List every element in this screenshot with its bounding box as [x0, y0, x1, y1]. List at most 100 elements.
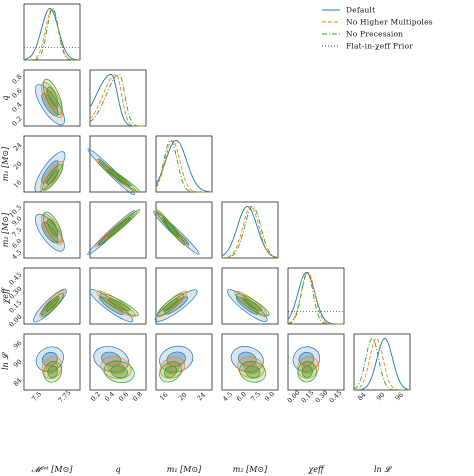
y-tick-m1-0: 16: [12, 178, 24, 190]
x-tick-m2-3: 9.0: [263, 390, 276, 403]
legend-label-1: No Higher Multipoles: [346, 18, 433, 27]
legend-label-2: No Precession: [346, 30, 403, 39]
contour-m1-lnl-2-1: [164, 365, 178, 378]
y-tick-q-3: 0.8: [10, 73, 23, 86]
x-tick-lnl-0: 84: [356, 391, 368, 403]
y-tick-m1-1: 20: [12, 160, 24, 172]
x-axis-label-m2: m₂ [M⊙]: [233, 465, 268, 474]
marginal-q-no-precession: [89, 74, 146, 127]
x-axis-label-m1: m₁ [M⊙]: [167, 465, 202, 474]
contour-m1-lnl-2-0: [159, 361, 182, 383]
panel-lnl-m1: [155, 333, 213, 391]
y-axis-label-q: q: [1, 95, 10, 100]
x-tick-m2-1: 6.0: [235, 390, 248, 403]
x-tick-m1-2: 24: [196, 391, 208, 403]
panel-chi-m2: [221, 267, 279, 325]
marginal-m2-no-higher-multipoles: [222, 206, 279, 259]
contour-q-m2-2-1: [107, 216, 132, 238]
panel-m2-m2: [221, 201, 279, 259]
y-tick-m1-2: 24: [12, 141, 24, 153]
panel-q-q: [89, 69, 147, 127]
panel-lnl-m2: [221, 333, 279, 391]
marginal-lnl-no-higher-multipoles: [353, 337, 410, 391]
contour-mc-m1-2-0: [42, 164, 64, 191]
y-axis-label-chi: χeff: [1, 287, 10, 305]
panel-mc-mc: [23, 3, 81, 61]
panel-lnl-chi: [287, 333, 345, 391]
marginal-lnl-default: [354, 338, 411, 391]
contour-q-lnl-0-1: [101, 351, 122, 367]
contour-q-lnl-2-1: [110, 365, 128, 379]
panel-lnl-mc: [23, 333, 81, 391]
contour-chi-lnl-2-1: [301, 365, 313, 378]
x-tick-m1-0: 16: [158, 391, 170, 403]
panel-m1-m1: [155, 135, 213, 193]
y-tick-lnl-0: 84: [12, 376, 24, 388]
x-axis-label-mc: 𝓜ᵈᵉᵗ [M⊙]: [32, 465, 74, 474]
contour-m2-chi-2-0: [235, 293, 270, 317]
x-tick-chi-3: 0.45: [328, 389, 344, 405]
y-tick-q-0: 0.2: [10, 115, 23, 128]
contour-mc-q-2-1: [47, 86, 59, 107]
contour-m1-chi-2-1: [162, 298, 179, 312]
y-axis-label-lnl: ln 𝓛: [1, 352, 10, 370]
contour-q-chi-2-0: [99, 293, 139, 317]
panel-chi-m1: [155, 267, 213, 325]
x-tick-lnl-1: 90: [375, 391, 387, 403]
marginal-m1-no-precession: [155, 140, 212, 193]
contour-q-m2-2-0: [98, 208, 141, 246]
marginal-mc-default: [23, 8, 80, 61]
marginal-mc-no-precession: [24, 7, 80, 61]
contour-mc-chi-1-0: [39, 290, 65, 318]
y-tick-q-2: 0.6: [10, 87, 23, 100]
x-tick-chi-2: 0.30: [314, 389, 330, 405]
panel-m2-mc: [23, 201, 81, 259]
y-tick-chi-0: 0.00: [8, 313, 24, 329]
marginal-chi-no-higher-multipoles: [287, 272, 344, 325]
contour-mc-lnl-0-0: [35, 346, 64, 372]
contour-mc-m2-2-1: [47, 218, 59, 237]
contour-m2-chi-2-1: [243, 298, 263, 312]
contour-mc-lnl-0-1: [41, 351, 58, 367]
contour-mc-m2-1-1: [45, 220, 59, 238]
contour-q-lnl-1-1: [107, 361, 125, 375]
legend: Default No Higher Multipoles No Precession…: [322, 6, 433, 51]
x-tick-q-0: 0.2: [89, 390, 102, 403]
contour-m1-lnl-1-0: [159, 356, 186, 379]
y-tick-lnl-1: 90: [12, 358, 24, 370]
contour-m2-lnl-1-1: [243, 361, 259, 374]
contour-q-m1-2-1: [107, 168, 132, 186]
panel-m1-mc: [23, 135, 81, 193]
x-axis-label-q: q: [115, 465, 120, 474]
panel-chi-chi: [287, 267, 345, 325]
contour-m1-lnl-0-1: [166, 351, 186, 367]
contour-m2-lnl-2-0: [239, 360, 267, 383]
contour-mc-m1-2-1: [46, 169, 59, 185]
panel-m1-q: [89, 135, 147, 193]
x-tick-q-3: 0.8: [131, 390, 144, 403]
panel-m2-q: [89, 201, 147, 259]
panel-lnl-q: [89, 333, 147, 391]
x-tick-chi-1: 0.15: [300, 389, 316, 405]
contour-m2-lnl-0-1: [237, 351, 257, 367]
contour-m1-lnl-1-1: [165, 361, 180, 374]
y-tick-chi-3: 0.45: [8, 271, 24, 287]
x-tick-q-1: 0.4: [103, 390, 116, 403]
legend-label-3: Flat-in-χeff Prior: [346, 42, 413, 51]
x-tick-q-2: 0.6: [117, 390, 130, 403]
y-tick-m2-2: 7.5: [10, 226, 23, 239]
marginal-q-no-higher-multipoles: [89, 74, 146, 127]
marginal-chi-no-precession: [287, 272, 344, 325]
x-tick-mc-1: 7.75: [57, 389, 73, 405]
contour-q-chi-2-1: [108, 298, 131, 312]
contour-m1-m2-2-1: [162, 217, 180, 238]
contour-q-m1-2-0: [98, 162, 141, 193]
panel-chi-q: [89, 267, 147, 325]
contour-mc-chi-2-0: [41, 292, 64, 317]
panel-m2-m1: [155, 201, 213, 259]
y-axis-label-m2: m₂ [M⊙]: [1, 212, 10, 247]
x-axis-label-chi: χeff: [307, 465, 325, 474]
marginal-mc-no-higher-multipoles: [24, 7, 80, 61]
panel-q-mc: [23, 69, 81, 127]
x-tick-lnl-2: 96: [394, 391, 406, 403]
